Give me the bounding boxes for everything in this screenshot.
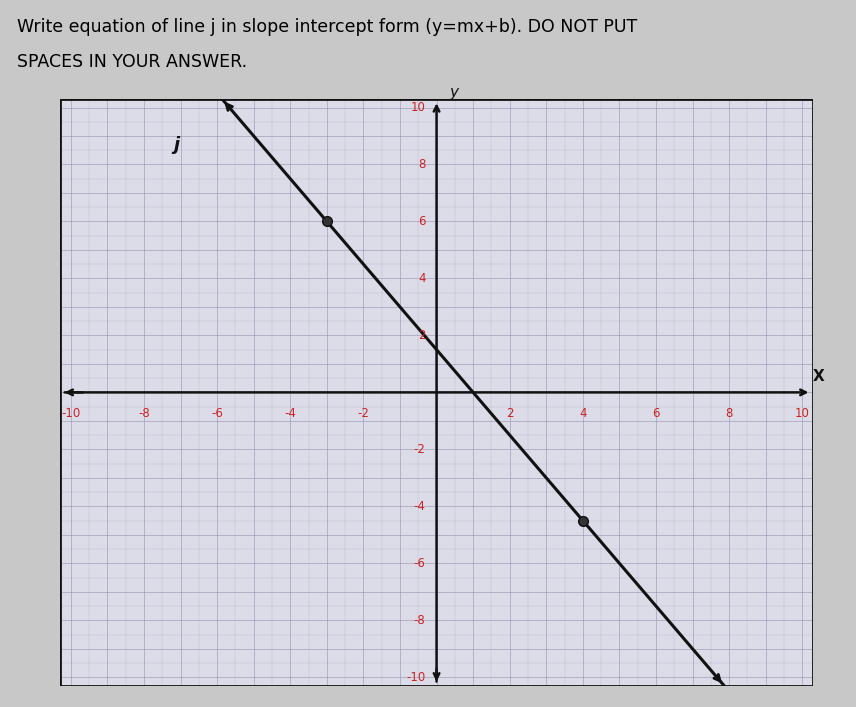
Text: Write equation of line j in slope intercept form (y=mx+b). DO NOT PUT: Write equation of line j in slope interc… bbox=[17, 18, 638, 35]
Text: X: X bbox=[812, 369, 824, 384]
Text: 10: 10 bbox=[794, 407, 810, 420]
Text: 2: 2 bbox=[418, 329, 425, 342]
Text: -6: -6 bbox=[211, 407, 223, 420]
Text: 4: 4 bbox=[418, 272, 425, 285]
Text: 8: 8 bbox=[725, 407, 733, 420]
Text: 10: 10 bbox=[411, 101, 425, 114]
Text: j: j bbox=[173, 136, 180, 154]
Text: -10: -10 bbox=[62, 407, 80, 420]
Text: -8: -8 bbox=[138, 407, 150, 420]
Text: 8: 8 bbox=[419, 158, 425, 171]
Text: 6: 6 bbox=[418, 215, 425, 228]
Text: -2: -2 bbox=[413, 443, 425, 456]
Text: -6: -6 bbox=[413, 557, 425, 570]
Text: SPACES IN YOUR ANSWER.: SPACES IN YOUR ANSWER. bbox=[17, 53, 247, 71]
Text: 6: 6 bbox=[652, 407, 660, 420]
Text: y: y bbox=[449, 85, 458, 100]
Text: -8: -8 bbox=[413, 614, 425, 627]
Text: 2: 2 bbox=[506, 407, 514, 420]
Text: -2: -2 bbox=[358, 407, 369, 420]
Text: -10: -10 bbox=[407, 671, 425, 684]
Text: 4: 4 bbox=[579, 407, 586, 420]
Text: -4: -4 bbox=[413, 500, 425, 513]
Text: -4: -4 bbox=[284, 407, 296, 420]
